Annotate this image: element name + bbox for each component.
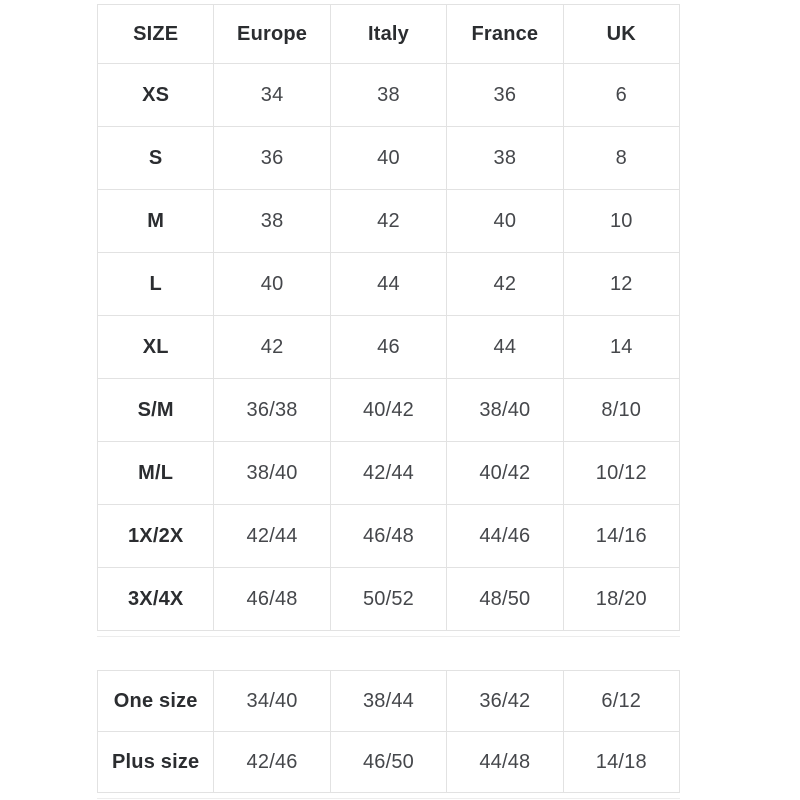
table-row-l: L 40 44 42 12 [96,252,681,316]
table-row-one-size: One size 34/40 38/44 36/42 6/12 [96,670,681,732]
europe-value-cell: 36/38 [213,378,331,442]
france-value-cell: 48/50 [446,567,564,631]
uk-value-cell: 14/18 [562,731,681,793]
size-label-cell: One size [96,670,215,732]
france-value-cell: 40/42 [446,441,564,505]
uk-value-cell: 8/10 [562,378,681,442]
france-value-cell: 36/42 [446,670,564,732]
uk-value-cell: 14 [562,315,681,379]
italy-value-cell: 44 [329,252,448,316]
italy-value-cell: 38 [329,63,448,127]
column-header-italy: Italy [329,4,448,64]
table-row-plus-size: Plus size 42/46 46/50 44/48 14/18 [96,731,681,793]
size-label-cell: M [96,189,215,253]
europe-value-cell: 38/40 [213,441,331,505]
italy-value-cell: 46 [329,315,448,379]
size-conversion-table: SIZE Europe Italy France UK XS 34 38 36 … [96,4,681,631]
table-row-m-l: M/L 38/40 42/44 40/42 10/12 [96,441,681,505]
size-label-cell: S/M [96,378,215,442]
uk-value-cell: 10 [562,189,681,253]
table-shadow-line [97,798,680,799]
table-row-xl: XL 42 46 44 14 [96,315,681,379]
size-label-cell: Plus size [96,731,215,793]
uk-value-cell: 6/12 [562,670,681,732]
uk-value-cell: 8 [562,126,681,190]
italy-value-cell: 38/44 [329,670,448,732]
uk-value-cell: 14/16 [562,504,681,568]
column-header-france: France [446,4,564,64]
france-value-cell: 36 [446,63,564,127]
size-label-cell: XL [96,315,215,379]
france-value-cell: 38 [446,126,564,190]
italy-value-cell: 42 [329,189,448,253]
france-value-cell: 44/48 [446,731,564,793]
europe-value-cell: 42/46 [213,731,331,793]
column-header-europe: Europe [213,4,331,64]
uk-value-cell: 6 [562,63,681,127]
table-shadow-line [97,636,680,637]
table-gap [97,637,800,670]
special-sizes-table-body: One size 34/40 38/44 36/42 6/12 Plus siz… [96,670,681,793]
header-row: SIZE Europe Italy France UK [96,4,681,64]
size-label-cell: M/L [96,441,215,505]
europe-value-cell: 36 [213,126,331,190]
europe-value-cell: 40 [213,252,331,316]
column-header-uk: UK [562,4,681,64]
table-row-s: S 36 40 38 8 [96,126,681,190]
europe-value-cell: 42/44 [213,504,331,568]
france-value-cell: 44 [446,315,564,379]
italy-value-cell: 42/44 [329,441,448,505]
table-row-xs: XS 34 38 36 6 [96,63,681,127]
europe-value-cell: 42 [213,315,331,379]
italy-value-cell: 40 [329,126,448,190]
size-conversion-table-header: SIZE Europe Italy France UK [96,4,681,64]
size-label-cell: S [96,126,215,190]
italy-value-cell: 40/42 [329,378,448,442]
column-header-size: SIZE [96,4,215,64]
special-sizes-table: One size 34/40 38/44 36/42 6/12 Plus siz… [96,670,681,793]
europe-value-cell: 34 [213,63,331,127]
table-row-m: M 38 42 40 10 [96,189,681,253]
france-value-cell: 44/46 [446,504,564,568]
france-value-cell: 38/40 [446,378,564,442]
italy-value-cell: 46/50 [329,731,448,793]
france-value-cell: 40 [446,189,564,253]
size-label-cell: 1X/2X [96,504,215,568]
europe-value-cell: 34/40 [213,670,331,732]
europe-value-cell: 38 [213,189,331,253]
uk-value-cell: 12 [562,252,681,316]
table-row-s-m: S/M 36/38 40/42 38/40 8/10 [96,378,681,442]
size-label-cell: 3X/4X [96,567,215,631]
france-value-cell: 42 [446,252,564,316]
size-conversion-table-body: XS 34 38 36 6 S 36 40 38 8 M 38 42 40 10 [96,63,681,631]
europe-value-cell: 46/48 [213,567,331,631]
size-label-cell: XS [96,63,215,127]
italy-value-cell: 46/48 [329,504,448,568]
italy-value-cell: 50/52 [329,567,448,631]
size-label-cell: L [96,252,215,316]
table-row-1x-2x: 1X/2X 42/44 46/48 44/46 14/16 [96,504,681,568]
uk-value-cell: 10/12 [562,441,681,505]
uk-value-cell: 18/20 [562,567,681,631]
table-row-3x-4x: 3X/4X 46/48 50/52 48/50 18/20 [96,567,681,631]
